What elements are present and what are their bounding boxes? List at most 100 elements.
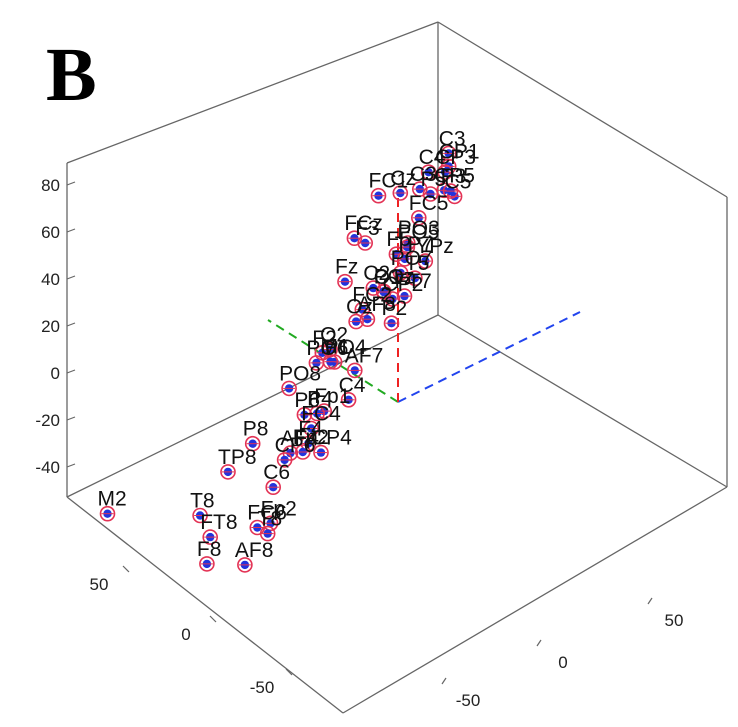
z-tick-mark <box>66 322 76 327</box>
electrode-label-p5: P5 <box>421 168 447 191</box>
z-tick-mark <box>66 369 76 374</box>
electrode-ring-m2 <box>99 505 116 522</box>
electrode-label-t8: T8 <box>190 490 215 513</box>
electrode-ring-af8 <box>359 311 376 328</box>
electrode-label-poz: POz <box>374 265 415 288</box>
electrode-label-p6: P6 <box>294 389 320 412</box>
electrode-label-f4: F4 <box>298 418 323 441</box>
electrode-label-p2: P2 <box>382 297 408 320</box>
electrode-ring-cp3 <box>437 164 453 180</box>
electrode-label-o2: O2 <box>320 324 348 347</box>
electrode-ring-fp2 <box>294 444 311 460</box>
z-tick-label: 0 <box>51 364 60 383</box>
electrode-ring-f3 <box>357 235 374 251</box>
electrode-label-fc1: FC1 <box>369 170 409 193</box>
electrode-ring-c4 <box>420 164 437 180</box>
box-edge-back-right-bottom <box>437 314 728 488</box>
z-tick-mark <box>66 181 76 186</box>
electrode-ring-p5 <box>422 186 439 202</box>
electrode-ring-c2 <box>365 280 382 296</box>
y-axis-line <box>397 311 581 403</box>
electrode-ring-fc6 <box>249 519 266 536</box>
electrode-label-m1: M1 <box>320 336 349 359</box>
box-edge-back-right-top <box>437 21 728 198</box>
electrode-label-fc5: FC5 <box>409 192 449 215</box>
electrode-label-cz: Cz <box>390 167 416 190</box>
z-tick-label: 60 <box>41 223 60 242</box>
z-tick-label: 20 <box>41 317 60 336</box>
y-tick-label: 50 <box>665 611 684 630</box>
box-edge-back-left-top <box>66 21 439 164</box>
electrode-ring-fcz <box>346 230 363 246</box>
electrode-label-c6: C6 <box>263 461 290 484</box>
x-tick-label: 0 <box>181 625 190 644</box>
z-tick-mark <box>66 275 76 280</box>
electrode-label-o1: O1 <box>374 266 402 289</box>
electrode-label-fc6: FC6 <box>247 502 287 525</box>
x-tick-label: -50 <box>250 678 275 697</box>
electrode-ring-ft8 <box>202 529 218 545</box>
electrode-label-c3: C3 <box>439 127 466 150</box>
z-tick-label: 40 <box>41 270 60 289</box>
electrode-label-t5: T5 <box>405 252 430 275</box>
electrode-label-af8: AF8 <box>357 293 396 316</box>
electrode-label-p8: P8 <box>243 418 269 441</box>
electrode-label-po7: PO7 <box>391 247 433 270</box>
electrode-ring-f4 <box>300 435 317 452</box>
electrode-ring-fc5 <box>410 210 427 226</box>
y-tick-mark <box>647 597 653 605</box>
electrode-ring-p2 <box>383 315 400 332</box>
electrode-label-c3: C3 <box>410 163 437 186</box>
electrode-label-cp6: CP6 <box>275 434 316 457</box>
box-edge-front-right <box>342 486 728 714</box>
electrode-ring-c3 <box>411 181 428 197</box>
electrode-ring-tp7 <box>396 251 413 267</box>
electrode-label-ypz: YPz <box>415 235 454 258</box>
electrode-ring-p3 <box>442 183 459 199</box>
electrode-label-fz: Fz <box>335 256 358 279</box>
electrode-ring-p6 <box>296 406 313 423</box>
electrode-ring-cp4 <box>313 444 329 461</box>
electrode-ring-fz <box>337 273 353 290</box>
box-edge-front-left <box>66 496 344 714</box>
electrode-ring-po6 <box>308 355 325 371</box>
electrode-ring-c6 <box>265 479 282 496</box>
electrode-label-fp2: Fp2 <box>261 497 297 520</box>
electrode-label-p4: P4 <box>307 388 333 411</box>
electrode-label-cp1: CP1 <box>439 140 480 163</box>
electrode-ring-p8 <box>244 435 261 452</box>
x-tick-label: 50 <box>90 575 109 594</box>
y-tick-label: -50 <box>456 691 481 710</box>
electrode-ring-af7 <box>346 362 363 379</box>
electrode-labels: FC1C4C3C3CzFCzF3FzCP1CP3C5FC5F5C2FC2AF8F… <box>98 127 480 562</box>
y-tick-label: 0 <box>558 653 567 672</box>
electrode-label-po4: PO4 <box>325 336 367 359</box>
electrode-label-c4: C4 <box>419 146 446 169</box>
electrode-ring-tp8 <box>220 464 236 480</box>
electrode-label-c5: C5 <box>445 170 472 193</box>
electrode-label-f5: F5 <box>386 228 411 251</box>
z-tick-label: -40 <box>35 458 60 477</box>
electrode-ring-t5 <box>407 270 423 287</box>
electrode-ring-cz <box>392 185 409 201</box>
x-tick-mark <box>209 615 217 623</box>
electrode-label-po8: PO8 <box>279 362 321 385</box>
electrode-ring-c3 <box>440 145 457 162</box>
electrode-label-f3: F3 <box>355 217 380 240</box>
electrode-ring-ypz <box>417 253 434 269</box>
electrode-label-oz: Oz <box>346 296 373 319</box>
y-axis-ticks: 50 0 -50 <box>441 597 684 710</box>
z-tick-label: 80 <box>41 176 60 195</box>
x-tick-mark <box>122 565 130 573</box>
electrode-ring-oz <box>348 313 364 330</box>
electrode-label-cp5: CP5 <box>434 164 475 187</box>
electrode-ring-po8 <box>281 380 297 397</box>
electrode-ring-f8 <box>199 556 215 572</box>
electrode-label-ft7: FT7 <box>395 270 432 293</box>
electrode-ring-c4 <box>340 391 357 408</box>
electrode-label-fc4: FC4 <box>301 403 341 426</box>
electrode-ring-po7 <box>392 265 409 281</box>
electrode-label-ft8: FT8 <box>200 511 237 534</box>
